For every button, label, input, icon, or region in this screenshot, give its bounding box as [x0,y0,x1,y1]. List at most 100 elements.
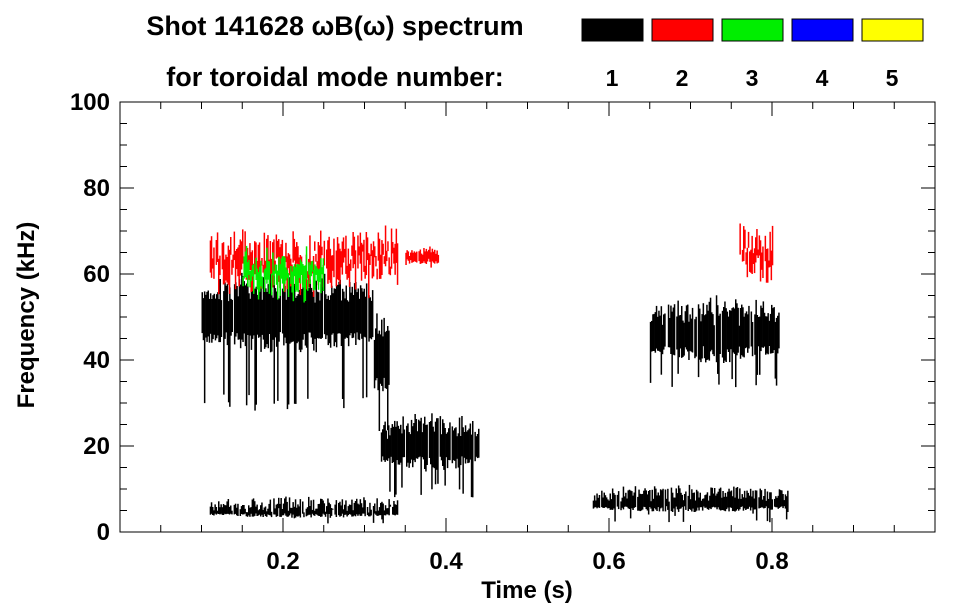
spectral-column [684,311,687,348]
spectral-column [260,276,262,352]
spectral-column [287,294,290,405]
spectral-column [377,333,379,391]
spectral-column [656,495,658,511]
spectral-column [258,242,261,285]
spectral-column [352,295,355,338]
spectral-column [330,255,333,288]
spectral-column [653,486,656,509]
spectral-column [365,232,368,276]
spectral-column [440,434,443,461]
spectral-column [758,497,760,509]
spectral-column [226,501,228,514]
spectral-column [347,506,350,516]
spectral-column [364,265,366,279]
spectral-column [265,268,267,280]
spectral-column [424,416,426,469]
spectral-column [760,490,763,508]
spectral-column [351,245,353,256]
spectral-column [254,501,256,516]
spectral-column [761,307,763,348]
spectral-column [291,264,293,278]
spectral-column [214,504,216,514]
spectral-column [593,495,596,508]
spectral-column [358,298,361,341]
spectral-column [286,501,288,517]
spectral-column [283,256,285,292]
spectral-column [771,225,774,266]
spectral-column [688,321,690,360]
spectral-column [361,288,363,339]
spectral-column [284,285,286,338]
spectral-column [727,491,729,508]
spectral-column [253,263,255,294]
spectral-column [772,308,774,353]
spectral-column [695,489,698,511]
spectral-column [308,496,310,515]
spectral-column [278,256,280,276]
spectral-column [715,295,718,363]
spectral-column [368,512,370,517]
spectral-column [389,266,392,276]
spectral-column [220,504,222,514]
spectral-column [681,494,683,507]
spectral-column [595,500,597,508]
spectral-column [257,510,260,516]
spectral-column [329,248,332,283]
spectral-column [215,240,218,265]
spectral-column [357,288,359,340]
spectral-column [263,232,266,274]
spectral-column [707,500,710,510]
spectral-column [245,512,248,517]
spectral-column [309,235,311,274]
spectral-column [446,432,449,469]
spectral-column [279,503,281,517]
x-axis-label: Time (s) [481,577,573,604]
spectral-column [439,416,442,457]
spectral-column [242,276,244,342]
spectral-column [345,235,347,274]
spectral-column [419,421,421,457]
spectral-column [758,235,761,256]
spectral-column [269,241,272,275]
y-tick-label: 60 [83,261,110,288]
spectral-column [739,308,742,359]
spectral-column [228,249,231,294]
spectral-column [303,265,305,303]
spectral-column [381,501,383,520]
spectral-column [442,419,444,466]
spectral-column [375,328,377,381]
spectral-column [227,245,230,285]
spectral-column [268,284,271,334]
spectral-column [376,498,378,516]
spectral-column [771,499,773,510]
spectral-column [753,498,755,510]
spectral-column [222,504,225,515]
spectral-column [625,492,627,507]
spectral-column [434,421,437,485]
spectral-column [628,489,631,509]
spectral-column [691,307,694,353]
spectral-column [761,499,764,508]
spectral-column [274,264,277,274]
spectral-column [209,293,212,334]
spectral-column [257,244,260,290]
spectral-column [231,299,233,332]
spectral-column [265,288,267,348]
spectral-column [314,264,316,290]
spectral-column [669,318,671,348]
spectral-column [682,320,684,357]
spectral-column [273,270,275,286]
feature-mode1-5 [649,295,780,388]
spectral-column [351,286,353,339]
x-tick-label: 0.4 [429,548,463,575]
spectral-column [386,438,389,461]
spectral-column [598,495,601,508]
spectral-column [784,494,787,509]
spectral-column [337,284,339,334]
spectral-column [274,288,277,338]
legend-swatch-mode-1 [581,18,644,42]
spectral-column [787,490,789,512]
spectral-column [258,509,261,515]
spectral-column [713,325,715,357]
spectral-column [348,504,351,515]
